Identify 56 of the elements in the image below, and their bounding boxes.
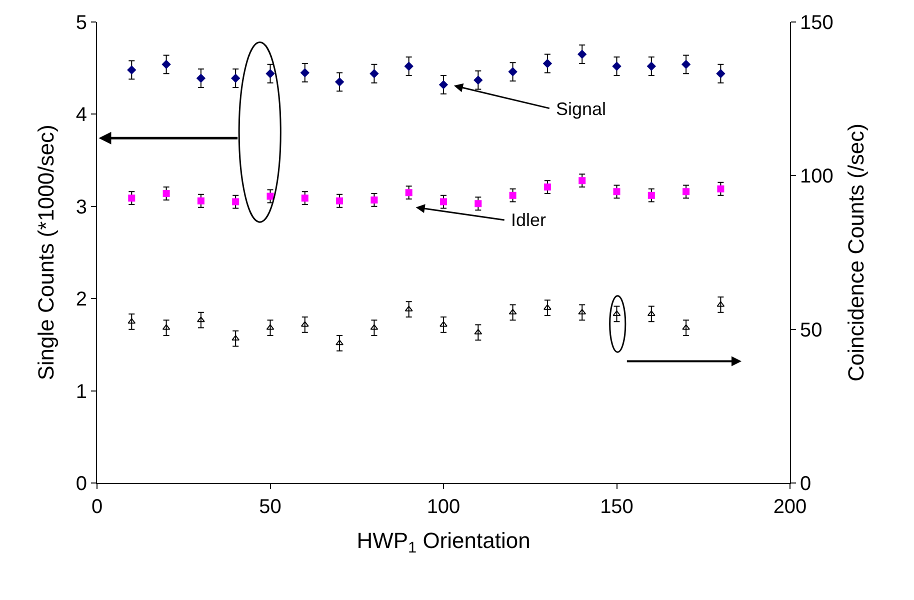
point	[543, 59, 552, 68]
point	[162, 60, 171, 69]
x-tick-label: 0	[91, 496, 103, 518]
point	[544, 184, 551, 191]
annotation: Idler	[511, 210, 546, 230]
annotation: Signal	[556, 99, 606, 119]
point	[405, 189, 412, 196]
y-tick-label: 3	[76, 196, 87, 218]
y-tick-label: 4	[76, 104, 87, 126]
point	[474, 200, 482, 208]
point	[682, 60, 690, 69]
point	[196, 74, 206, 83]
point	[440, 198, 447, 206]
x-tick-label: 100	[426, 496, 460, 518]
y-tick-label: 0	[76, 473, 87, 495]
point	[508, 67, 518, 76]
point	[716, 69, 726, 78]
point	[439, 80, 448, 90]
y-tick-label: 1	[76, 380, 87, 403]
y2-tick-label: 100	[800, 166, 834, 188]
point	[717, 185, 724, 192]
point	[578, 50, 586, 59]
y-tick-label: 2	[76, 288, 87, 311]
point	[301, 194, 308, 202]
point	[370, 196, 378, 204]
point	[266, 192, 274, 200]
y-tick-label: 5	[76, 12, 87, 34]
point	[404, 62, 414, 71]
point	[335, 78, 344, 86]
point	[612, 62, 622, 71]
point	[648, 192, 655, 199]
point	[300, 68, 310, 78]
point	[509, 192, 516, 199]
point	[127, 66, 136, 74]
point	[231, 74, 240, 83]
point	[336, 197, 344, 204]
point	[128, 194, 136, 202]
point	[197, 197, 204, 204]
point	[266, 69, 275, 78]
y2-tick-label: 0	[800, 473, 812, 495]
point	[232, 198, 240, 206]
point	[647, 62, 656, 71]
x-axis-title: HWP$_{1}$ Orientation	[356, 528, 530, 557]
point	[162, 190, 170, 197]
x-tick-label: 50	[259, 496, 282, 518]
y-axis-title: Single Counts (*1000/sec)	[34, 124, 59, 380]
point	[682, 188, 690, 196]
y2-tick-label: 150	[800, 12, 834, 34]
point	[613, 188, 620, 196]
point	[578, 177, 586, 184]
x-tick-label: 150	[600, 496, 634, 518]
point	[370, 69, 379, 78]
x-tick-label: 200	[773, 496, 807, 518]
y2-axis-title: Coincidence Counts (/sec)	[843, 123, 868, 382]
point	[474, 76, 483, 84]
y2-tick-label: 50	[800, 319, 822, 342]
